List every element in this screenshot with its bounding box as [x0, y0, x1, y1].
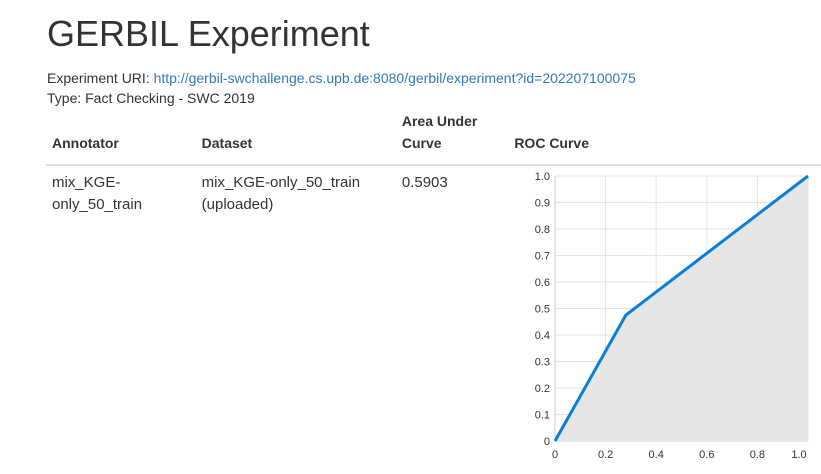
cell-auc: 0.5903: [401, 174, 448, 191]
y-tick-label: 1.0: [535, 171, 550, 183]
header-auc-line1: Area Under: [401, 113, 478, 129]
y-tick-label: 0.5: [535, 304, 550, 316]
x-tick-label: 0.2: [598, 449, 613, 461]
dataset-line1: mix_KGE-only_50_train: [201, 174, 361, 191]
experiment-uri-line: Experiment URI: http://gerbil-swchalleng…: [47, 68, 636, 88]
experiment-uri-link[interactable]: http://gerbil-swchallenge.cs.upb.de:8080…: [153, 70, 636, 86]
roc-y-ticks: 0 0.1 0.2 0.3 0.4 0.5 0.6 0.7 0.8 0.9 1.0: [535, 171, 550, 448]
table-header-row: Annotator Dataset Area Under Curve ROC C…: [46, 110, 821, 166]
cell-annotator: mix_KGE- only_50_train: [46, 165, 196, 473]
cell-dataset: mix_KGE-only_50_train (uploaded): [196, 165, 396, 473]
y-tick-label: 0.1: [535, 410, 550, 422]
x-tick-label: 0.4: [649, 449, 664, 461]
y-tick-label: 0.3: [535, 357, 550, 369]
x-tick-label: 0.8: [750, 449, 765, 461]
x-tick-label: 0: [552, 449, 558, 461]
y-tick-label: 0.4: [535, 330, 550, 342]
experiment-meta: Experiment URI: http://gerbil-swchalleng…: [47, 68, 636, 108]
y-tick-label: 0.6: [535, 277, 550, 289]
y-tick-label: 0: [544, 436, 550, 448]
y-tick-label: 0.2: [535, 383, 550, 395]
header-roc: ROC Curve: [508, 110, 821, 166]
header-dataset: Dataset: [195, 110, 396, 166]
x-tick-label: 1.0: [792, 449, 807, 461]
roc-chart: 0 0.2 0.4 0.6 0.8 1.0 00.10.20.30.40.50.60.70…: [535, 171, 810, 461]
roc-area: [555, 176, 809, 441]
annotator-line1: mix_KGE-: [52, 174, 121, 191]
experiment-uri-label: Experiment URI:: [47, 70, 150, 86]
annotator-line2: only_50_train: [52, 196, 143, 213]
y-tick-label: 0.8: [535, 224, 550, 236]
page-title: GERBIL Experiment: [47, 13, 370, 54]
cell-roc: 0 0.2 0.4 0.6 0.8 1.0 0 0.1 0.2 0.3 0.4 0.5 0.6 0.7 0…: [508, 165, 821, 473]
header-annotator: Annotator: [46, 110, 196, 166]
y-tick-label: 0.9: [535, 198, 550, 210]
table-row: mix_KGE- only_50_train mix_KGE-only_50_t…: [46, 165, 821, 473]
roc-line: [554, 174, 810, 442]
dataset-line2: (uploaded): [201, 196, 274, 213]
experiment-type: Type: Fact Checking - SWC 2019: [47, 90, 255, 106]
results-table: Annotator Dataset Area Under Curve ROC C…: [46, 110, 821, 473]
roc-x-ticks: 0 0.2 0.4 0.6 0.8 1.0: [552, 449, 807, 461]
header-auc-line2: Curve: [401, 135, 442, 151]
y-tick-label: 0.7: [535, 251, 550, 263]
header-auc: Area Under Curve: [395, 110, 509, 166]
x-tick-label: 0.6: [699, 449, 714, 461]
